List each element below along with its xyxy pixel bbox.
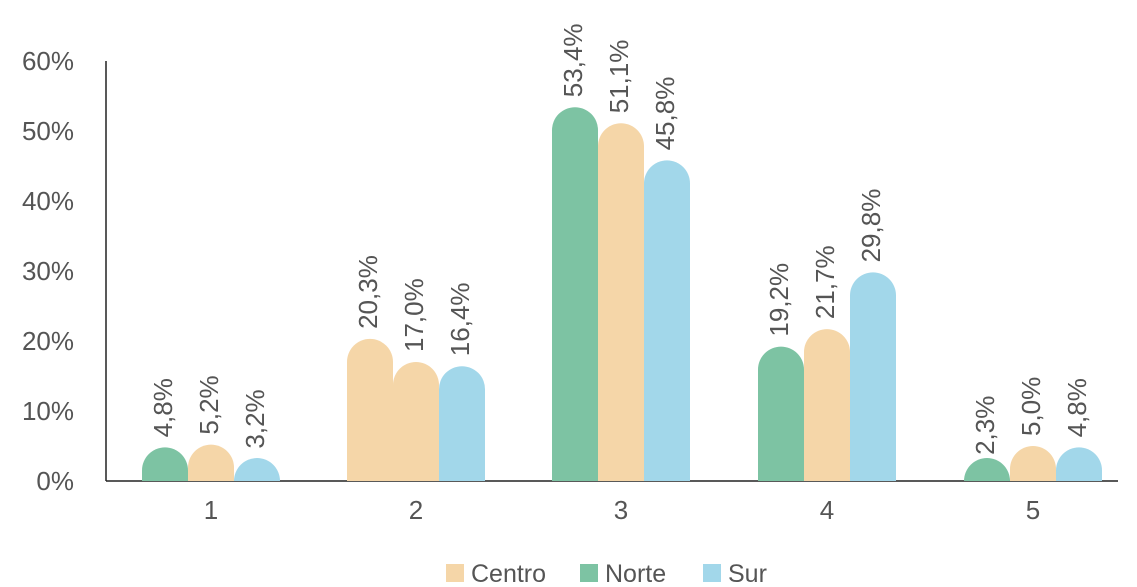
legend-swatch bbox=[703, 564, 721, 582]
bar bbox=[393, 362, 439, 481]
data-label: 51,1% bbox=[604, 40, 634, 114]
x-category-label: 5 bbox=[1026, 495, 1040, 525]
data-label: 5,2% bbox=[194, 375, 224, 434]
bar bbox=[1056, 447, 1102, 481]
data-label: 3,2% bbox=[240, 389, 270, 448]
legend-label: Centro bbox=[471, 560, 546, 587]
legend-label: Sur bbox=[728, 560, 767, 587]
y-tick-label: 0% bbox=[36, 466, 74, 496]
data-labels: 4,8% 5,2% 3,2% 53,4% 51,1% 45,8% 19,2% 21,7% 29,… bbox=[148, 23, 1092, 454]
data-label: 21,7% bbox=[810, 245, 840, 319]
bar bbox=[1010, 446, 1056, 481]
bar bbox=[598, 123, 644, 481]
data-label: 17,0% bbox=[399, 278, 429, 352]
bar bbox=[850, 272, 896, 481]
data-label: 19,2% bbox=[764, 263, 794, 337]
data-label: 53,4% bbox=[558, 23, 588, 97]
data-label: 4,8% bbox=[148, 378, 178, 437]
bar bbox=[758, 346, 804, 481]
data-label: 29,8% bbox=[856, 189, 886, 263]
y-tick-label: 20% bbox=[22, 326, 74, 356]
x-category-label: 2 bbox=[409, 495, 423, 525]
bar bbox=[439, 366, 485, 481]
data-label: 45,8% bbox=[650, 77, 680, 151]
bar bbox=[347, 338, 393, 481]
legend-swatch bbox=[580, 564, 598, 582]
legend-swatch bbox=[446, 564, 464, 582]
x-category-label: 1 bbox=[204, 495, 218, 525]
y-axis-tick-labels: 0% 10% 20% 30% 40% 50% 60% bbox=[22, 46, 74, 496]
y-tick-label: 10% bbox=[22, 396, 74, 426]
y-tick-label: 30% bbox=[22, 256, 74, 286]
data-label: 16,4% bbox=[445, 282, 475, 356]
data-label: 4,8% bbox=[1062, 378, 1092, 437]
x-category-label: 4 bbox=[820, 495, 834, 525]
bar bbox=[142, 447, 188, 481]
x-axis-category-labels: 1 2 3 4 5 bbox=[204, 495, 1040, 525]
y-tick-label: 60% bbox=[22, 46, 74, 76]
bars bbox=[142, 107, 1102, 481]
bar bbox=[804, 329, 850, 481]
bar bbox=[552, 107, 598, 481]
x-category-label: 3 bbox=[614, 495, 628, 525]
y-tick-label: 50% bbox=[22, 116, 74, 146]
bar bbox=[644, 160, 690, 481]
bar bbox=[964, 458, 1010, 481]
legend: Centro Norte Sur bbox=[446, 560, 767, 587]
bar bbox=[234, 458, 280, 481]
bar bbox=[188, 444, 234, 481]
data-label: 2,3% bbox=[970, 396, 1000, 455]
legend-label: Norte bbox=[605, 560, 666, 587]
y-tick-label: 40% bbox=[22, 186, 74, 216]
data-label: 20,3% bbox=[353, 255, 383, 329]
data-label: 5,0% bbox=[1016, 377, 1046, 436]
